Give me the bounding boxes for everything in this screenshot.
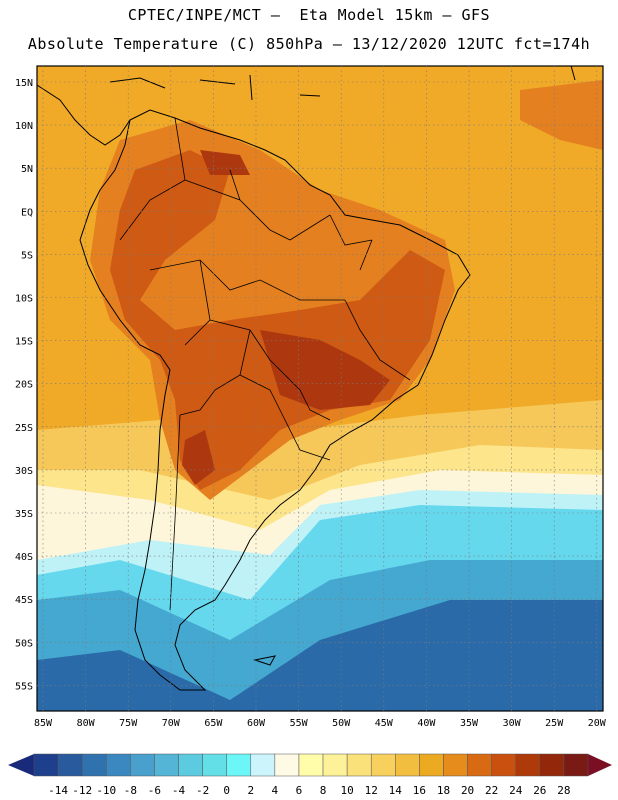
colorbar-tick-label: -4 (172, 784, 186, 797)
field-land-hotter (110, 150, 445, 490)
longitude-tick-label: 35W (460, 718, 479, 729)
central-america-coastline (37, 84, 131, 146)
colorbar-tick-label: 14 (389, 784, 403, 797)
colorbar-tick-label: 0 (223, 784, 230, 797)
latitude-tick-label: 5S (21, 250, 33, 261)
colorbar-tick-label: 20 (461, 784, 474, 797)
colorbar-swatch (81, 753, 107, 777)
colorbar-swatch (539, 753, 565, 777)
colorbar-swatch (130, 753, 155, 777)
latitude-tick-label: 50S (15, 638, 33, 649)
latitude-tick-label: EQ (21, 207, 33, 218)
latitude-tick-label: 35S (15, 509, 33, 520)
latitude-tick-label: 20S (15, 380, 33, 391)
longitude-tick-label: 70W (162, 718, 181, 729)
colorbar-tick-label: -8 (124, 784, 137, 797)
latitude-tick-label: 5N (21, 164, 33, 175)
colorbar-tick-label: -12 (72, 784, 92, 797)
colorbar-swatch (491, 753, 516, 777)
colorbar-swatch (443, 753, 468, 777)
latitude-tick-label: 55S (15, 681, 33, 692)
temperature-map: 15N 10N 5N EQ 5S 10S 15S 20S 25S 30S 35S 40S 45S 50S 5… (15, 65, 607, 729)
longitude-tick-label: 20W (588, 718, 607, 729)
latitude-tick-label: 15S (15, 337, 33, 348)
colorbar-tick-label: 22 (485, 784, 498, 797)
temperature-field (37, 66, 603, 711)
longitude-tick-label: 50W (332, 718, 351, 729)
colorbar-tick-label: -14 (48, 784, 68, 797)
longitude-tick-label: 85W (34, 718, 53, 729)
longitude-tick-label: 45W (375, 718, 394, 729)
longitude-tick-label: 60W (247, 718, 266, 729)
colorbar-labels: -14 -12 -10 -8 -6 -4 -2 0 2 4 6 8 10 12 14 16 18 20 22 24 26… (48, 784, 570, 797)
colorbar-swatch (515, 753, 541, 777)
colorbar-tick-label: 18 (437, 784, 450, 797)
colorbar-tick-label: 4 (272, 784, 279, 797)
longitude-tick-label: 25W (545, 718, 564, 729)
longitude-tick-label: 40W (417, 718, 436, 729)
chart-title: CPTEC/INPE/MCT — Eta Model 15km — GFS (127, 6, 491, 24)
colorbar-tick-label: 10 (341, 784, 354, 797)
colorbar-swatch (346, 753, 372, 777)
colorbar-tick-label: 6 (296, 784, 303, 797)
colorbar-tick-label: -2 (196, 784, 209, 797)
field-ocean-deep (37, 600, 603, 711)
latitude-tick-label: 15N (15, 78, 33, 89)
longitude-tick-label: 80W (77, 718, 96, 729)
colorbar-swatch (395, 753, 420, 777)
colorbar-swatches (33, 753, 589, 777)
colorbar-arrow-right (588, 754, 612, 776)
colorbar-swatch (467, 753, 492, 777)
field-ne-hot (520, 80, 603, 150)
colorbar-tick-label: 16 (413, 784, 426, 797)
colorbar-swatch (154, 753, 179, 777)
colorbar-arrow-left (8, 754, 34, 776)
chart-subtitle: Absolute Temperature (C) 850hPa — 13/12/… (27, 35, 591, 53)
latitude-tick-label: 45S (15, 595, 33, 606)
latitude-labels: 15N 10N 5N EQ 5S 10S 15S 20S 25S 30S 35S 40S 45S 50S 5… (15, 78, 33, 692)
colorbar-swatch (57, 753, 83, 777)
colorbar-swatch (202, 753, 227, 777)
field-land-hottest-2 (182, 430, 215, 485)
colorbar-tick-label: 12 (365, 784, 378, 797)
falkland-islands (253, 655, 276, 666)
longitude-tick-label: 65W (204, 718, 223, 729)
longitude-tick-label: 30W (503, 718, 522, 729)
colorbar-swatch (226, 753, 252, 777)
longitude-tick-label: 75W (119, 718, 138, 729)
latitude-tick-label: 10N (15, 121, 33, 132)
south-america-coastline (79, 109, 471, 691)
country-borders (119, 117, 411, 611)
field-land-hottest-3 (200, 150, 250, 175)
colorbar-swatch (106, 753, 131, 777)
colorbar-tick-label: 24 (509, 784, 523, 797)
longitude-tick-label: 55W (290, 718, 309, 729)
colorbar-tick-label: 2 (247, 784, 254, 797)
colorbar-swatch (298, 753, 324, 777)
field-land-hottest (260, 330, 390, 410)
colorbar-tick-label: 26 (533, 784, 546, 797)
colorbar-swatch (370, 753, 396, 777)
colorbar-tick-label: -10 (96, 784, 116, 797)
colorbar-tick-label: 8 (320, 784, 327, 797)
colorbar-legend: -14 -12 -10 -8 -6 -4 -2 0 2 4 6 8 10 12 14 16 18 20 22 24 26… (8, 753, 612, 797)
colorbar-swatch (178, 753, 203, 777)
latitude-tick-label: 30S (15, 466, 33, 477)
latitude-tick-label: 25S (15, 423, 33, 434)
latitude-tick-label: 40S (15, 552, 33, 563)
colorbar-swatch (563, 753, 589, 777)
colorbar-swatch (274, 753, 300, 777)
longitude-labels: 85W 80W 75W 70W 65W 60W 55W 50W 45W 40W 35W 30W 25W 2… (34, 718, 607, 729)
colorbar-tick-label: -6 (148, 784, 161, 797)
colorbar-swatch (250, 753, 276, 777)
colorbar-swatch (322, 753, 348, 777)
map-frame (36, 65, 604, 712)
colorbar-swatch (419, 753, 444, 777)
latitude-tick-label: 10S (15, 294, 33, 305)
colorbar-swatch (33, 753, 59, 777)
colorbar-tick-label: 28 (557, 784, 570, 797)
